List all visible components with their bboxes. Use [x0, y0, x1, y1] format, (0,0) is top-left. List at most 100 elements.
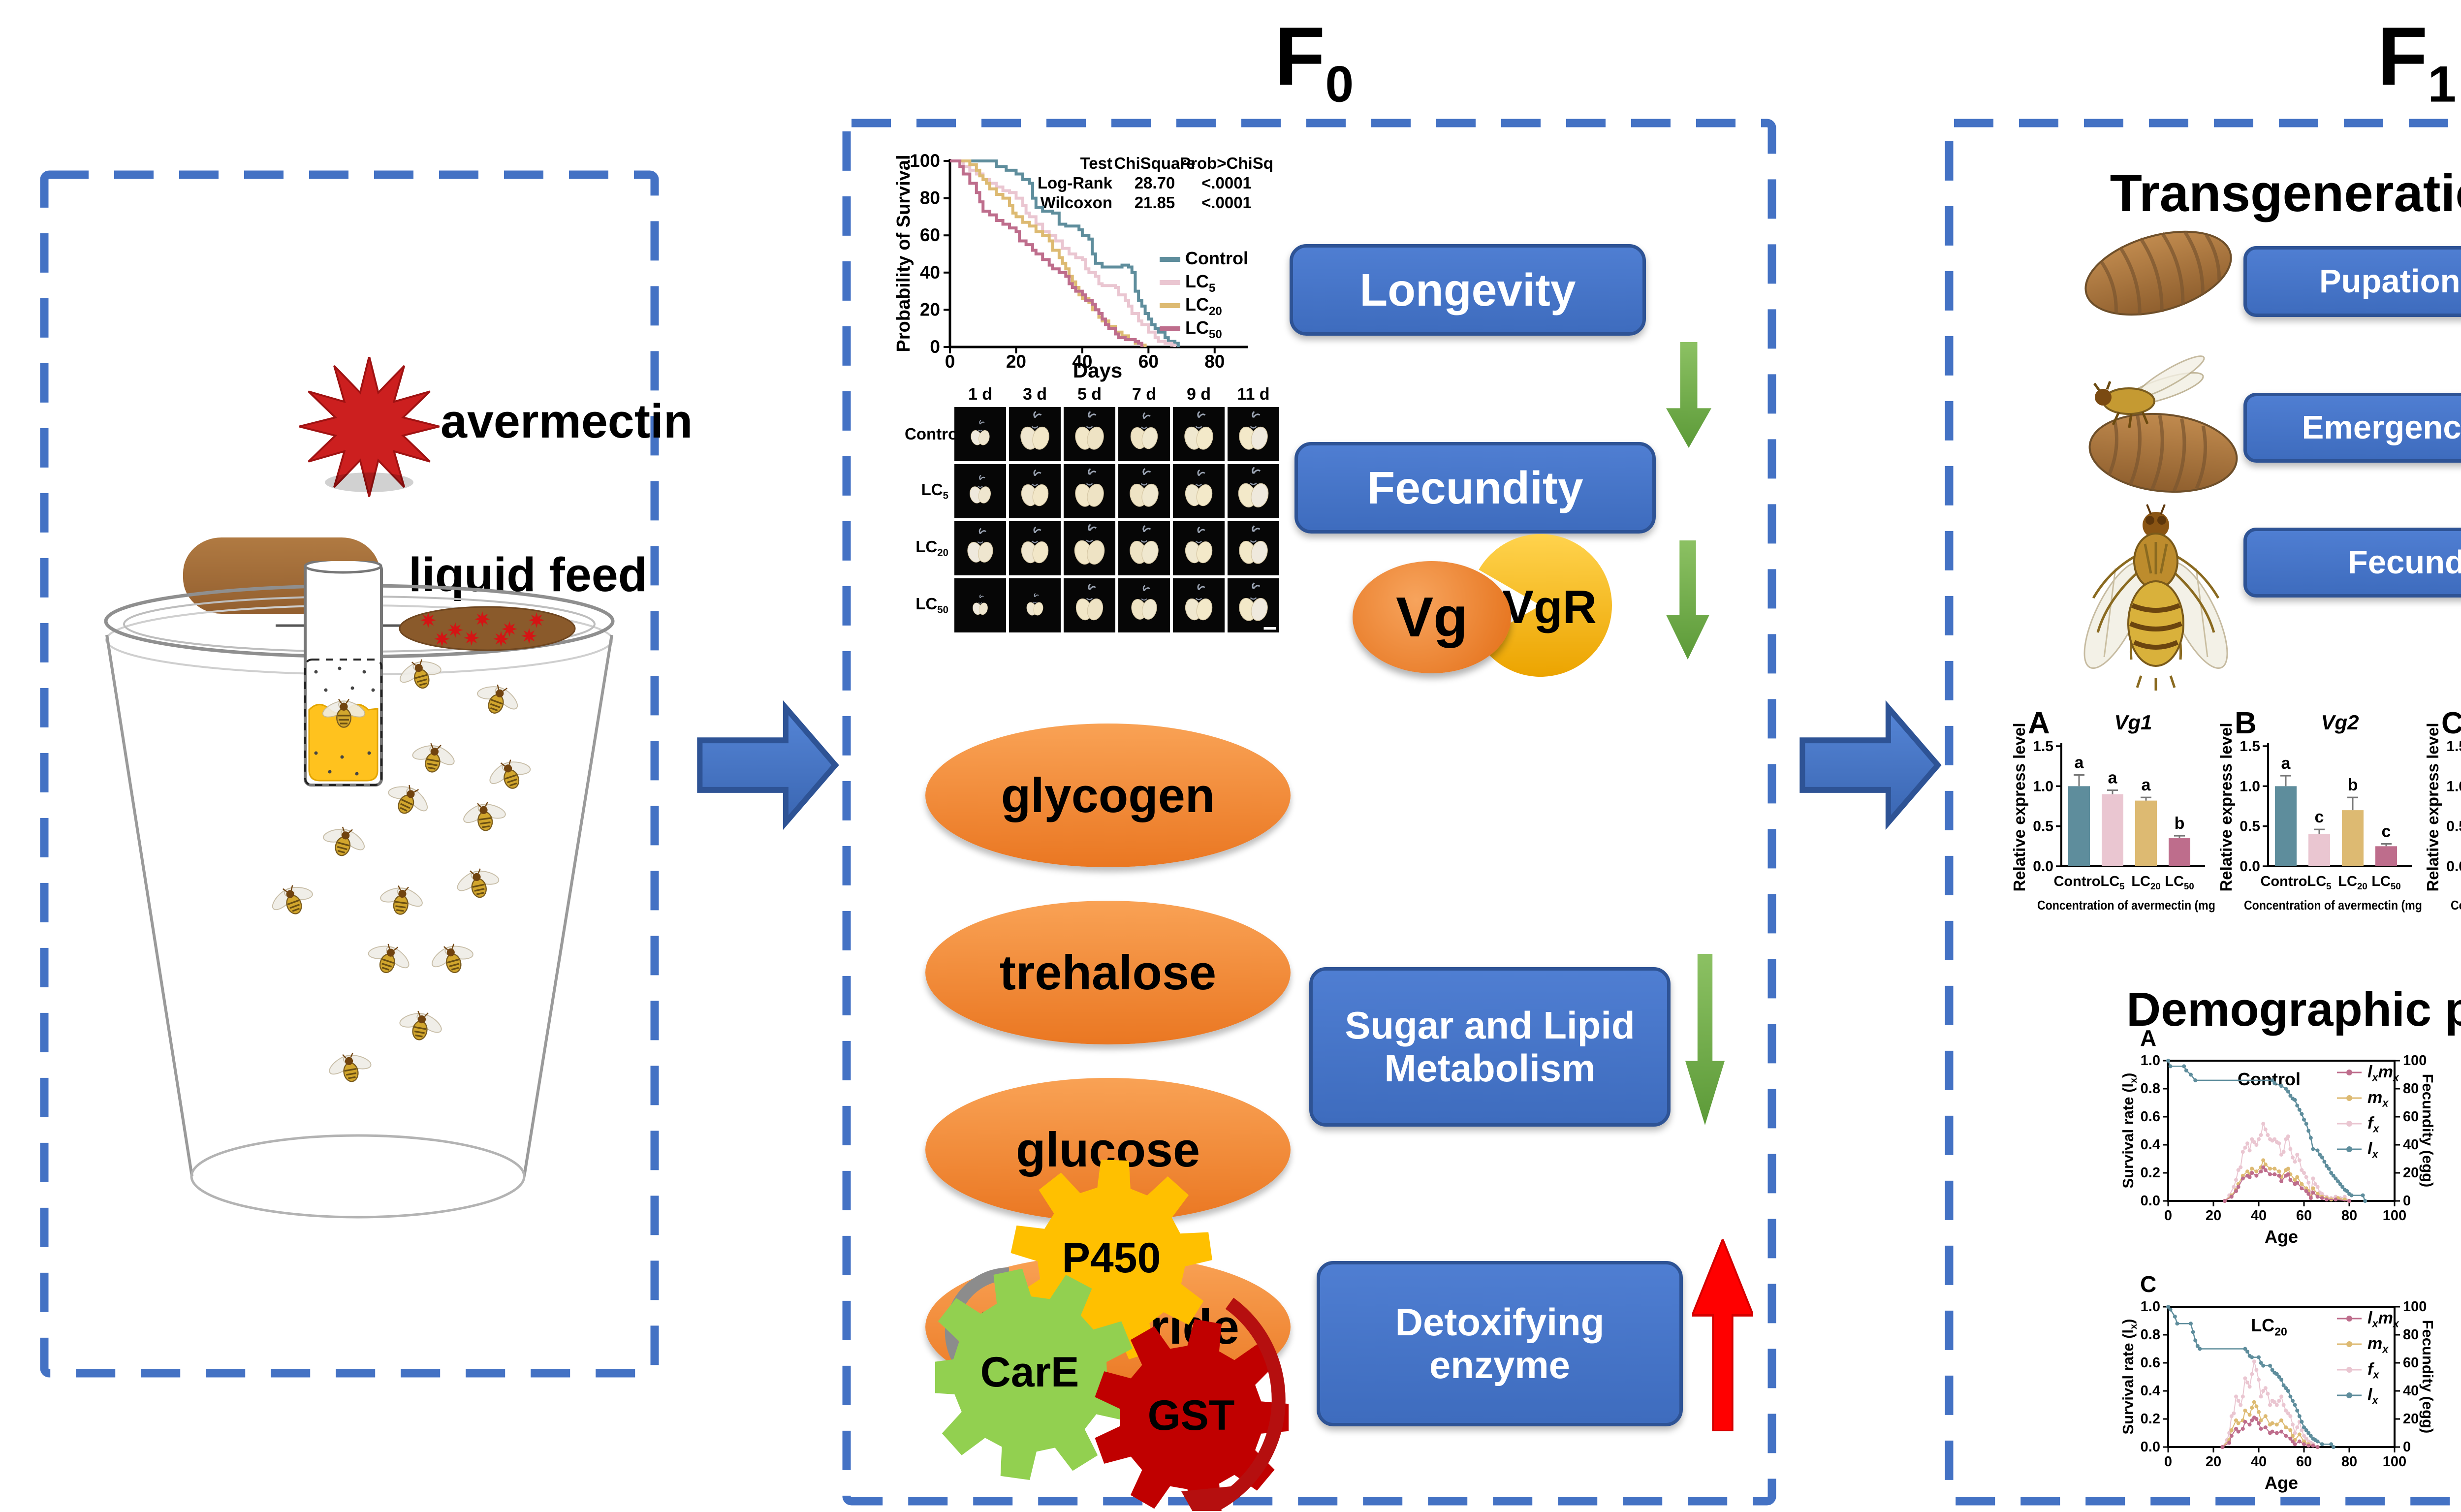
ovary-image-cell [1228, 521, 1279, 575]
svg-text:0.8: 0.8 [2141, 1327, 2160, 1343]
svg-text:Test: Test [1080, 154, 1112, 172]
longevity-label: Longevity [1359, 264, 1576, 315]
svg-text:a: a [2075, 754, 2084, 772]
svg-text:60: 60 [2296, 1208, 2312, 1224]
ovary-image-cell [1118, 407, 1170, 461]
svg-text:Vg2: Vg2 [2321, 711, 2359, 734]
svg-text:Concentration of avermectin (m: Concentration of avermectin (mg/L) [2037, 898, 2215, 913]
svg-text:60: 60 [1138, 351, 1159, 372]
metabolite-trehalose: trehalose [925, 901, 1291, 1044]
svg-text:40: 40 [2403, 1137, 2419, 1153]
detox-label-2: enzyme [1429, 1343, 1571, 1386]
down-arrow-green-longevity [1666, 342, 1711, 448]
svg-text:Survival rate (lx): Survival rate (lx) [2121, 1319, 2139, 1434]
svg-text:LC50: LC50 [2165, 874, 2194, 891]
svg-text:0.0: 0.0 [2141, 1439, 2160, 1455]
f1-sub: 1 [2428, 56, 2457, 113]
demographic-chart-control: A 0.0 0.2 0.4 0.6 0.8 1.0 0 20 40 60 80 100 0 20 40 60 80… [2121, 1026, 2461, 1253]
down-arrow-green-metabolism [1685, 954, 1725, 1125]
f0-letter: F [1274, 10, 1325, 102]
svg-text:c: c [2315, 808, 2324, 826]
svg-text:1.5: 1.5 [2446, 738, 2461, 755]
ovary-image-cell [1228, 407, 1279, 461]
f1-fecundity-box: Fecundity [2243, 528, 2461, 598]
feed-avermectin-stars [420, 611, 544, 647]
svg-text:Concentration of avermectin (m: Concentration of avermectin (mg/L) [2244, 898, 2422, 913]
ovary-image-cell [954, 464, 1006, 518]
transgenerational-title: Transgenerational effect [2110, 163, 2461, 222]
svg-text:Wilcoxon: Wilcoxon [1041, 193, 1112, 212]
svg-text:0.0: 0.0 [2033, 858, 2053, 875]
red-cycle-arrow-icon [1213, 1297, 1286, 1511]
f1-fecundity-label: Fecundity [2347, 544, 2461, 581]
svg-text:fx: fx [2367, 1114, 2379, 1134]
svg-text:80: 80 [920, 188, 940, 208]
svg-text:0: 0 [2403, 1193, 2411, 1209]
svg-text:fx: fx [2367, 1360, 2379, 1381]
svg-text:0: 0 [945, 351, 955, 372]
svg-text:Concentration of avermectin (m: Concentration of avermectin (mg/L) [2451, 898, 2461, 913]
vg-ellipse: Vg [1353, 561, 1511, 673]
svg-text:mx: mx [2367, 1334, 2389, 1355]
svg-text:0.6: 0.6 [2141, 1355, 2160, 1371]
svg-text:lx: lx [2367, 1139, 2378, 1160]
svg-text:60: 60 [2403, 1109, 2419, 1125]
ovary-development-grid: 1 d 3 d 5 d 7 d 9 d 11 d Control LC5 LC20 LC50 [905, 385, 1284, 632]
vgr-pacman-icon: VgR [1479, 534, 1612, 677]
svg-text:Age: Age [2265, 1473, 2298, 1493]
svg-text:A: A [2140, 1026, 2156, 1051]
svg-text:0: 0 [2403, 1439, 2411, 1455]
svg-text:20: 20 [2403, 1165, 2419, 1181]
svg-text:40: 40 [2403, 1383, 2419, 1399]
svg-text:C: C [2441, 706, 2461, 740]
svg-text:0.2: 0.2 [2141, 1411, 2160, 1427]
bar-chart-vg2: B Vg2 0.0 0.5 1.0 1.5 Relative express level a C… [2215, 703, 2422, 924]
detox-enzyme-gears: P450 CarE GST [935, 1160, 1289, 1511]
ovary-image-cell [1118, 464, 1170, 518]
glycogen-label: glycogen [1001, 768, 1215, 822]
down-arrow-green-fecundity [1666, 540, 1709, 660]
bar-chart-vg1: A Vg1 0.0 0.5 1.0 1.5 Relative express level a C… [2008, 703, 2215, 924]
svg-text:80: 80 [2341, 1208, 2357, 1224]
svg-text:0.0: 0.0 [2141, 1193, 2160, 1209]
ovary-image-cell [1228, 464, 1279, 518]
ovary-image-cell [1009, 407, 1061, 461]
ovary-row-label: LC50 [915, 595, 948, 616]
svg-text:Fecundity (egg): Fecundity (egg) [2419, 1320, 2436, 1434]
up-arrow-red-detox [1692, 1239, 1753, 1431]
sugar-lipid-box: Sugar and Lipid Metabolism [1309, 967, 1671, 1127]
svg-text:100: 100 [2403, 1053, 2427, 1069]
fecundity-label: Fecundity [1367, 462, 1583, 513]
svg-text:LC50: LC50 [1185, 317, 1222, 341]
liquid-feed-label: liquid feed [409, 548, 647, 601]
svg-text:0.8: 0.8 [2141, 1081, 2160, 1097]
fecundity-box: Fecundity [1294, 442, 1656, 534]
svg-text:0.5: 0.5 [2033, 819, 2053, 835]
svg-text:Control: Control [2260, 874, 2311, 889]
svg-text:Prob>ChiSq: Prob>ChiSq [1180, 154, 1273, 172]
svg-text:LC5: LC5 [2307, 874, 2332, 891]
ovary-image-cell [1009, 521, 1061, 575]
svg-text:c: c [2382, 822, 2391, 841]
ovary-col-header: 3 d [1022, 385, 1047, 404]
emergence-rate-box: Emergence rate [2243, 393, 2461, 463]
svg-text:<.0001: <.0001 [1201, 193, 1252, 212]
svg-text:1.5: 1.5 [2033, 738, 2053, 755]
svg-text:0: 0 [2164, 1208, 2172, 1224]
svg-text:1.0: 1.0 [2141, 1299, 2160, 1315]
svg-text:20: 20 [2403, 1411, 2419, 1427]
svg-text:<.0001: <.0001 [1201, 174, 1252, 192]
svg-text:LC20: LC20 [2338, 874, 2367, 891]
svg-text:60: 60 [920, 225, 940, 245]
svg-text:a: a [2142, 776, 2151, 794]
svg-text:C: C [2140, 1272, 2156, 1297]
svg-text:lxmx: lxmx [2367, 1309, 2399, 1329]
svg-text:a: a [2108, 768, 2118, 787]
emergence-illustration [2088, 355, 2238, 493]
svg-text:Log-Rank: Log-Rank [1038, 174, 1113, 192]
vgr-label: VgR [1502, 581, 1597, 633]
svg-text:80: 80 [1204, 351, 1225, 372]
sugar-lipid-label-2: Metabolism [1384, 1046, 1596, 1090]
